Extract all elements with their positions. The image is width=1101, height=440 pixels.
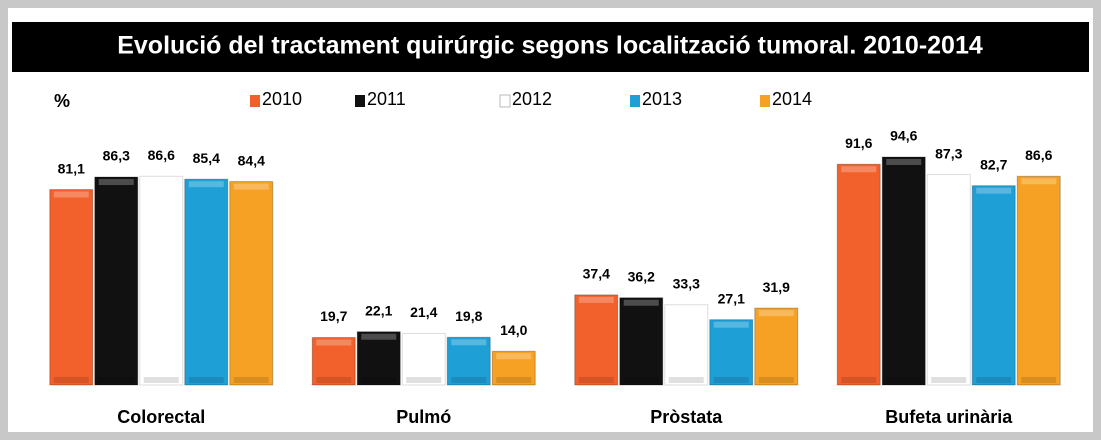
bar-bevel (188, 181, 224, 188)
bar (311, 337, 356, 386)
bar-bevel (886, 377, 922, 383)
legend-swatch (499, 94, 511, 108)
chart-title: Evolució del tractament quirúrgic segons… (117, 32, 983, 60)
bar (229, 181, 274, 386)
x-tick-label: Colorectal (117, 407, 205, 427)
legend-label: 2012 (512, 89, 552, 109)
bar-bevel (406, 377, 442, 383)
bar-bevel (668, 377, 704, 383)
bar (754, 307, 799, 386)
legend-swatch (760, 95, 770, 107)
value-label: 85,4 (193, 150, 220, 166)
bar (446, 336, 491, 386)
legend-swatch (630, 95, 640, 107)
bar-bevel (1021, 377, 1057, 383)
bar-bevel (713, 321, 749, 328)
bar (94, 176, 139, 386)
bar-bevel (976, 377, 1012, 383)
bar-bevel (931, 377, 967, 383)
bar (139, 175, 184, 386)
bar (574, 294, 619, 386)
bar-bevel (713, 377, 749, 383)
bar-bevel (53, 191, 89, 198)
bar (881, 156, 926, 386)
legend-swatch (250, 95, 260, 107)
bar (49, 189, 94, 386)
value-label: 19,7 (320, 308, 347, 324)
bar-bevel (361, 333, 397, 340)
bar-bevel (976, 187, 1012, 194)
bar-bevel (188, 377, 224, 383)
bar (1016, 175, 1061, 386)
bar-bevel (623, 377, 659, 383)
x-tick-label: Pròstata (650, 407, 723, 427)
bar-bevel (758, 310, 794, 317)
bar (619, 297, 664, 386)
bar (709, 319, 754, 386)
value-label: 81,1 (58, 160, 85, 176)
value-label: 91,6 (845, 135, 872, 151)
bar-bevel (496, 353, 532, 360)
bar-bevel (758, 377, 794, 383)
value-label: 19,8 (455, 308, 482, 324)
bar-bevel (886, 159, 922, 166)
x-tick-label: Pulmó (396, 407, 451, 427)
bar-bevel (451, 339, 487, 346)
bar-bevel (233, 183, 269, 190)
bar-bevel (316, 339, 352, 346)
value-label: 27,1 (718, 290, 745, 306)
value-label: 86,6 (1025, 147, 1052, 163)
bar-bevel (841, 166, 877, 173)
bar-bevel (1021, 178, 1057, 185)
bar-bevel (53, 377, 89, 383)
value-label: 84,4 (238, 152, 265, 168)
value-label: 82,7 (980, 156, 1007, 172)
bar (971, 185, 1016, 386)
legend-label: 2010 (262, 89, 302, 109)
bar-bevel (406, 335, 442, 342)
value-label: 86,3 (103, 148, 130, 164)
bar-bevel (361, 377, 397, 383)
bar-bevel (233, 377, 269, 383)
bar (836, 163, 881, 386)
bar-bevel (143, 377, 179, 383)
bar-bevel (316, 377, 352, 383)
y-axis-label: % (54, 91, 70, 111)
bar-bevel (98, 377, 134, 383)
legend-label: 2011 (367, 89, 406, 109)
bar-bevel (623, 299, 659, 306)
bar (184, 178, 229, 386)
legend-swatch (355, 95, 365, 107)
legend-label: 2013 (642, 89, 682, 109)
value-label: 86,6 (148, 147, 175, 163)
value-label: 33,3 (673, 275, 700, 291)
bar-bevel (143, 178, 179, 185)
bar (491, 350, 536, 386)
bar-bevel (98, 179, 134, 186)
value-label: 94,6 (890, 128, 917, 144)
bar-bevel (841, 377, 877, 383)
bar (664, 304, 709, 386)
value-label: 87,3 (935, 145, 962, 161)
bar-bevel (578, 377, 614, 383)
bar-bevel (451, 377, 487, 383)
value-label: 22,1 (365, 302, 392, 318)
title-bar (12, 22, 1089, 72)
value-label: 31,9 (763, 279, 790, 295)
value-label: 37,4 (583, 266, 610, 282)
legend-label: 2014 (772, 89, 812, 109)
bar (401, 332, 446, 386)
bar (356, 331, 401, 386)
bar-bevel (578, 296, 614, 303)
bar-bevel (496, 377, 532, 383)
bar (926, 174, 971, 386)
bar-bevel (931, 176, 967, 183)
value-label: 21,4 (410, 304, 437, 320)
bar-bevel (668, 306, 704, 313)
x-tick-label: Bufeta urinària (885, 407, 1013, 427)
value-label: 36,2 (628, 268, 655, 284)
value-label: 14,0 (500, 322, 527, 338)
